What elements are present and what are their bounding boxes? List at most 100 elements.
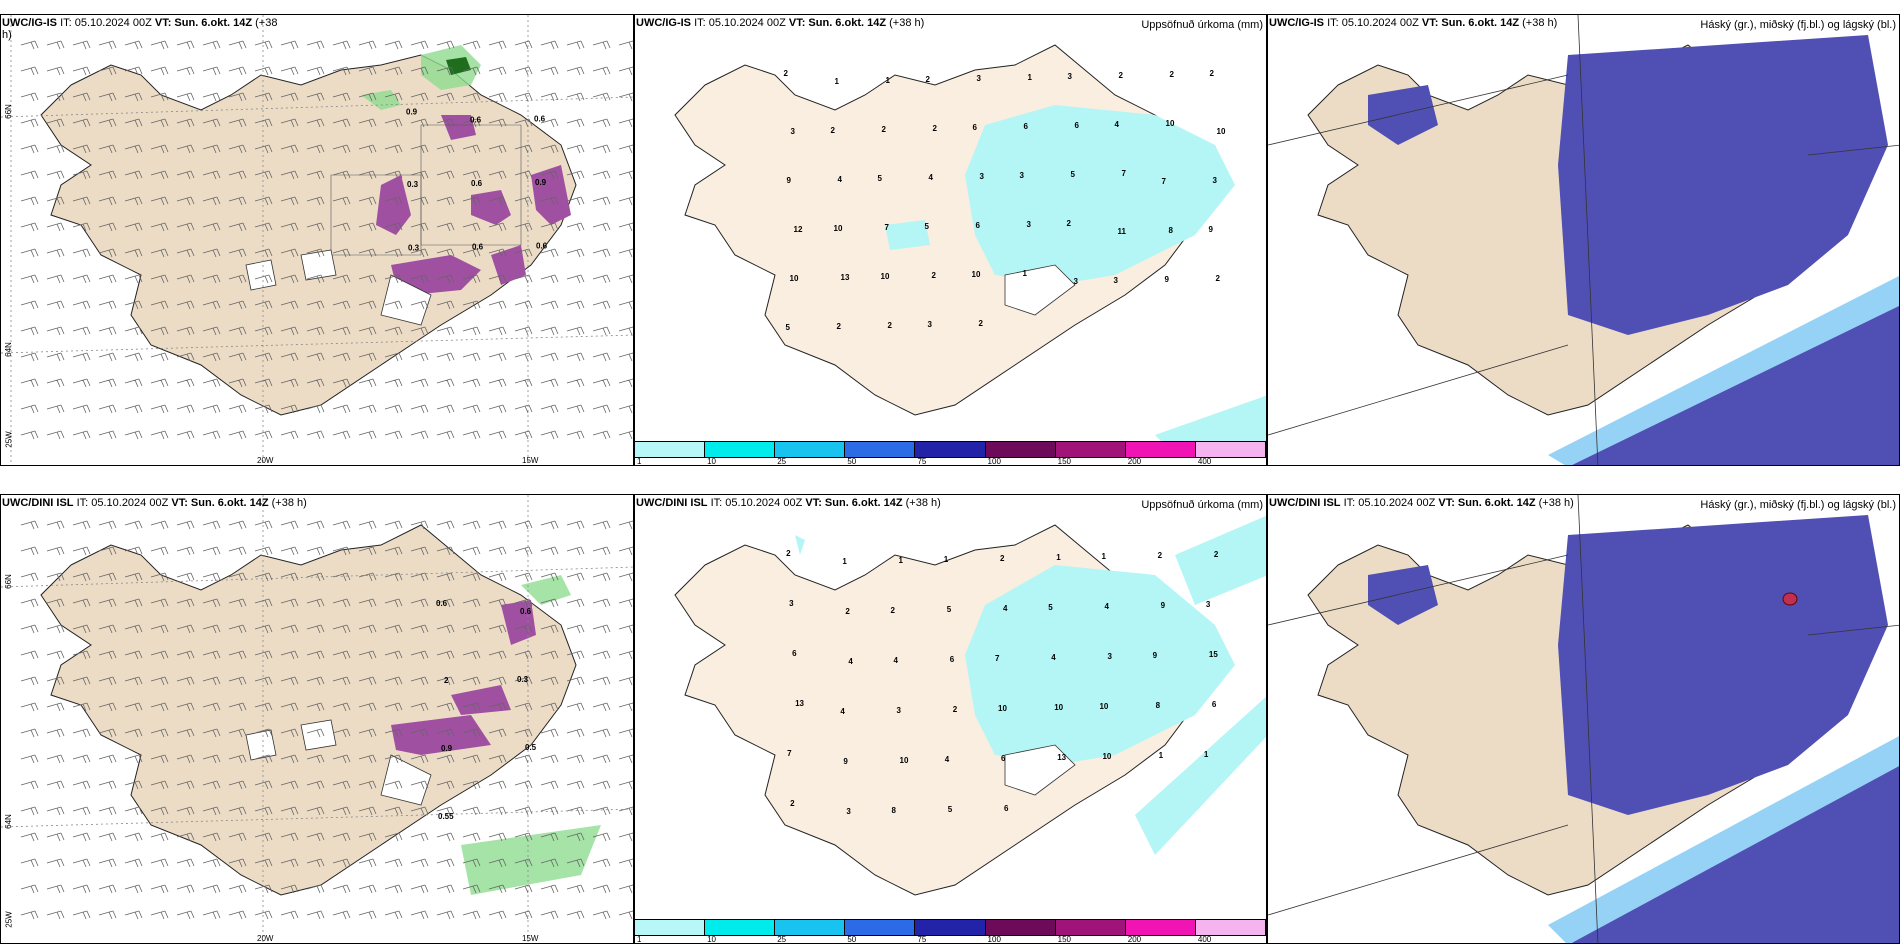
wind-barb — [228, 144, 247, 154]
wind-barb — [358, 196, 377, 206]
wind-barb — [592, 650, 611, 660]
wind-barb — [618, 378, 633, 388]
wind-barb — [202, 676, 221, 686]
high-cloud-area — [1368, 35, 1888, 335]
wind-barb — [150, 702, 169, 712]
panel-title-cont: h) — [2, 29, 12, 41]
wind-barb — [124, 170, 143, 180]
wind-barb — [46, 378, 65, 388]
wind-barb — [540, 858, 559, 868]
wind-barb — [462, 248, 481, 258]
wind-barb — [306, 326, 325, 336]
wind-barb — [150, 92, 169, 102]
colorbar-label: 50 — [847, 457, 857, 466]
precip-value-label: 3 — [1020, 171, 1025, 180]
precip-value-label: 4 — [1104, 602, 1109, 611]
wind-barb — [254, 728, 273, 738]
wind-barb — [98, 858, 117, 868]
precip-value-label: 9 — [1153, 651, 1158, 660]
wind-barb — [514, 300, 533, 310]
wind-barb — [488, 66, 507, 76]
wind-barb — [176, 92, 195, 102]
wind-barb — [150, 832, 169, 842]
wind-barb — [566, 326, 585, 336]
wind-barb — [488, 274, 507, 284]
panel-title: UWC/IG-IS IT: 05.10.2024 00Z VT: Sun. 6.… — [1269, 17, 1558, 29]
red-cloud-spot — [1782, 592, 1798, 606]
wind-barb — [98, 546, 117, 556]
wind-barb — [410, 274, 429, 284]
wind-barb — [150, 910, 169, 920]
wind-barb — [98, 430, 117, 440]
wind-barb — [410, 858, 429, 868]
precip-value-label: 10 — [972, 270, 981, 279]
cloud-map-bottom — [1268, 495, 1899, 943]
wind-barb — [306, 754, 325, 764]
wind-barb — [592, 248, 611, 258]
wind-barb — [202, 624, 221, 634]
wind-barb — [150, 780, 169, 790]
wind-barb — [254, 352, 273, 362]
wind-barb — [592, 676, 611, 686]
wind-barb — [410, 884, 429, 894]
precip-value-label: 2 — [1214, 550, 1219, 559]
wind-barb — [436, 248, 455, 258]
wind-barbs — [20, 520, 633, 920]
wind-barb — [124, 572, 143, 582]
wind-barb — [280, 546, 299, 556]
wind-barb — [410, 92, 429, 102]
colorbar-label: 75 — [917, 935, 927, 944]
wind-barb — [254, 430, 273, 440]
wind-barb — [514, 728, 533, 738]
wind-barb — [462, 702, 481, 712]
wind-barb — [280, 780, 299, 790]
wind-barb — [540, 248, 559, 258]
wind-barb — [514, 676, 533, 686]
wind-barb — [98, 520, 117, 530]
wind-barb — [462, 598, 481, 608]
wind-barb — [410, 118, 429, 128]
wind-barb — [254, 326, 273, 336]
wind-barb — [98, 728, 117, 738]
wind-barb — [384, 66, 403, 76]
wind-barb — [124, 92, 143, 102]
precip-value-label: 13 — [795, 699, 804, 708]
wind-barb — [202, 326, 221, 336]
wind-barb — [280, 624, 299, 634]
precip-value-label: 4 — [840, 707, 845, 716]
wind-barb — [46, 40, 65, 50]
precip-value-label: 3 — [1206, 600, 1211, 609]
precip-value-label: 5 — [947, 605, 952, 614]
wind-barb — [566, 650, 585, 660]
wind-barb — [436, 326, 455, 336]
wind-barb — [46, 92, 65, 102]
wind-barb — [98, 780, 117, 790]
precip-value-label: 10 — [1054, 703, 1063, 712]
wind-barb — [46, 858, 65, 868]
wind-barb — [410, 196, 429, 206]
wind-barb — [462, 624, 481, 634]
wind-barb — [618, 598, 633, 608]
wind-barb — [384, 300, 403, 310]
wind-barb — [462, 170, 481, 180]
wind-barb — [228, 676, 247, 686]
wind-barb — [436, 222, 455, 232]
colorbar-swatch — [985, 920, 1056, 935]
wind-barb — [514, 144, 533, 154]
wind-barb — [176, 910, 195, 920]
wind-barb — [540, 780, 559, 790]
wind-barb — [566, 352, 585, 362]
wind-barb — [384, 650, 403, 660]
wind-barb — [150, 754, 169, 764]
wind-barb — [124, 520, 143, 530]
wind-barb — [462, 352, 481, 362]
wind-barb — [254, 572, 273, 582]
wind-barb — [254, 858, 273, 868]
wind-barb — [384, 222, 403, 232]
wind-barb — [618, 40, 633, 50]
iceland-landmass — [40, 524, 577, 896]
wind-barb — [514, 546, 533, 556]
high-cloud-area — [1368, 515, 1888, 815]
precip-value-label: 2 — [786, 549, 791, 558]
wind-barb — [306, 352, 325, 362]
